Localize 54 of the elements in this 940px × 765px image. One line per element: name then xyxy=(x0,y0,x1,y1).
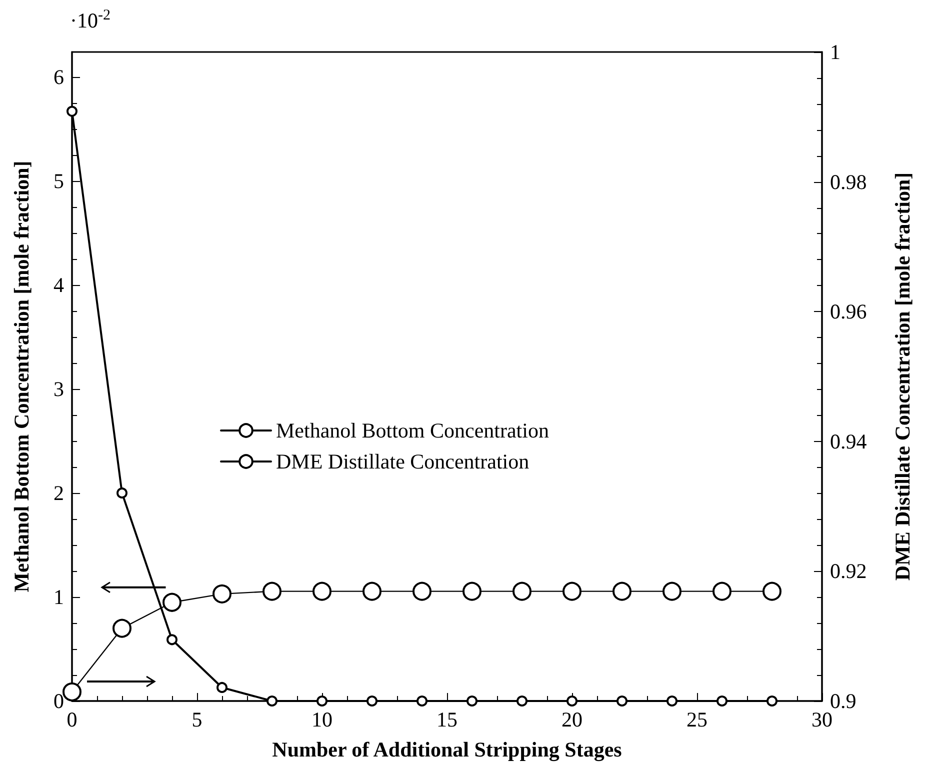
point xyxy=(612,582,632,601)
point xyxy=(362,582,382,601)
point xyxy=(216,682,228,693)
x-tick-label: 15 xyxy=(436,708,458,732)
x-axis-title: Number of Additional Stripping Stages xyxy=(272,738,622,762)
y-tick-label: 4 xyxy=(54,272,64,297)
y-tick-label: 5 xyxy=(54,168,64,193)
point xyxy=(566,696,578,706)
point xyxy=(116,487,128,498)
point xyxy=(616,696,628,706)
point xyxy=(766,696,778,706)
y2-axis-title: DME Distillate Concentration [mole fraction] xyxy=(890,172,914,581)
point xyxy=(66,106,78,117)
point xyxy=(666,696,678,706)
point xyxy=(416,696,428,706)
legend-label: Methanol Bottom Concentration xyxy=(276,418,550,442)
y2-tick-label: 0.98 xyxy=(830,170,867,194)
y-axis-title: Methanol Bottom Concentration [mole fraction] xyxy=(10,160,34,592)
legend-label: DME Distillate Concentration xyxy=(276,450,530,474)
point xyxy=(762,582,782,601)
point xyxy=(316,696,328,706)
point xyxy=(312,582,332,601)
y-tick-label: 1 xyxy=(54,584,64,609)
point xyxy=(662,582,682,601)
point xyxy=(466,696,478,706)
point xyxy=(366,696,378,706)
x-tick-label: 30 xyxy=(812,708,832,732)
point xyxy=(112,618,132,638)
point xyxy=(712,582,732,601)
point xyxy=(512,582,532,601)
x-tick-label: 5 xyxy=(192,708,202,732)
point xyxy=(562,582,582,601)
y2-tick-label: 0.92 xyxy=(830,559,867,584)
point xyxy=(266,696,278,706)
point xyxy=(262,582,282,601)
y-tick-label: 2 xyxy=(54,480,64,505)
point xyxy=(516,696,528,706)
point xyxy=(462,582,482,601)
y2-tick-label: 0.9 xyxy=(830,689,856,713)
y-tick-label: 6 xyxy=(54,64,64,89)
y2-tick-label: 0.96 xyxy=(830,300,867,324)
point xyxy=(62,682,82,702)
point xyxy=(162,592,182,612)
x-tick-label: 20 xyxy=(562,708,582,732)
y2-tick-label: 1 xyxy=(830,40,840,64)
point xyxy=(412,582,432,601)
point xyxy=(212,584,232,604)
x-tick-label: 10 xyxy=(312,708,332,732)
y2-tick-label: 0.94 xyxy=(830,429,868,454)
x-tick-label: 25 xyxy=(686,708,708,732)
y-tick-label: 3 xyxy=(54,376,64,401)
point xyxy=(716,696,728,706)
point xyxy=(166,634,178,646)
y-tick-label: 0 xyxy=(54,689,64,713)
